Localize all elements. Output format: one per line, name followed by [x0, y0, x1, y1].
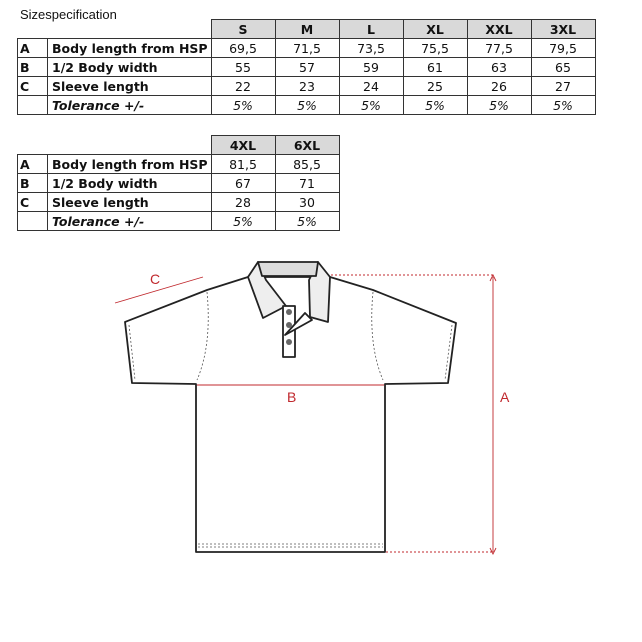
table-cell: 5%: [274, 95, 340, 115]
size-table-2: 4XL 6XL A Body length from HSP 81,5 85,5 B 1/2 …: [17, 135, 340, 231]
header-row: S M L XL XXL 3XL: [18, 19, 596, 39]
table-cell: 73,5: [338, 38, 404, 58]
table-row: Tolerance +/- 5% 5%: [17, 211, 340, 231]
size-header: XL: [402, 19, 468, 39]
measure-label-b: B: [287, 389, 296, 405]
table-cell: 5%: [530, 95, 596, 115]
table-cell: 67: [210, 173, 276, 193]
table-cell: 65: [530, 57, 596, 77]
collar-right: [308, 261, 331, 323]
page-title: Sizespecification: [20, 7, 117, 22]
table-row: B 1/2 Body width 55 57 59 61 63 65: [17, 57, 596, 77]
row-label: Sleeve length: [47, 76, 212, 96]
table-row: C Sleeve length 22 23 24 25 26 27: [17, 76, 596, 96]
size-header: XXL: [466, 19, 532, 39]
table-cell: 22: [210, 76, 276, 96]
measure-label-a: A: [500, 389, 510, 405]
table-cell: 71: [274, 173, 340, 193]
collar-left: [247, 261, 287, 319]
table-cell: 5%: [338, 95, 404, 115]
size-header: S: [210, 19, 276, 39]
table-cell: 79,5: [530, 38, 596, 58]
table-cell: 5%: [402, 95, 468, 115]
table-cell: 28: [210, 192, 276, 212]
row-label: Sleeve length: [47, 192, 212, 212]
size-header: L: [338, 19, 404, 39]
row-label: Tolerance +/-: [47, 211, 212, 231]
buttons-icon: [286, 309, 292, 345]
table-cell: 59: [338, 57, 404, 77]
size-header: 3XL: [530, 19, 596, 39]
row-code: [17, 95, 48, 115]
size-header: M: [274, 19, 340, 39]
table-cell: 5%: [274, 211, 340, 231]
table-row: Tolerance +/- 5% 5% 5% 5% 5% 5%: [17, 95, 596, 115]
table-row: C Sleeve length 28 30: [17, 192, 340, 212]
size-table-1: S M L XL XXL 3XL A Body length from HSP 69,5 71,5…: [17, 19, 596, 115]
measure-label-c: C: [150, 271, 160, 287]
table-cell: 5%: [466, 95, 532, 115]
size-header: 4XL: [210, 135, 276, 155]
row-code: [17, 211, 48, 231]
table-cell: 5%: [210, 211, 276, 231]
shirt-outline: [124, 276, 457, 553]
collar-back: [257, 261, 319, 277]
header-row: 4XL 6XL: [18, 135, 340, 155]
size-header: 6XL: [274, 135, 340, 155]
measure-c-line: [114, 276, 204, 304]
